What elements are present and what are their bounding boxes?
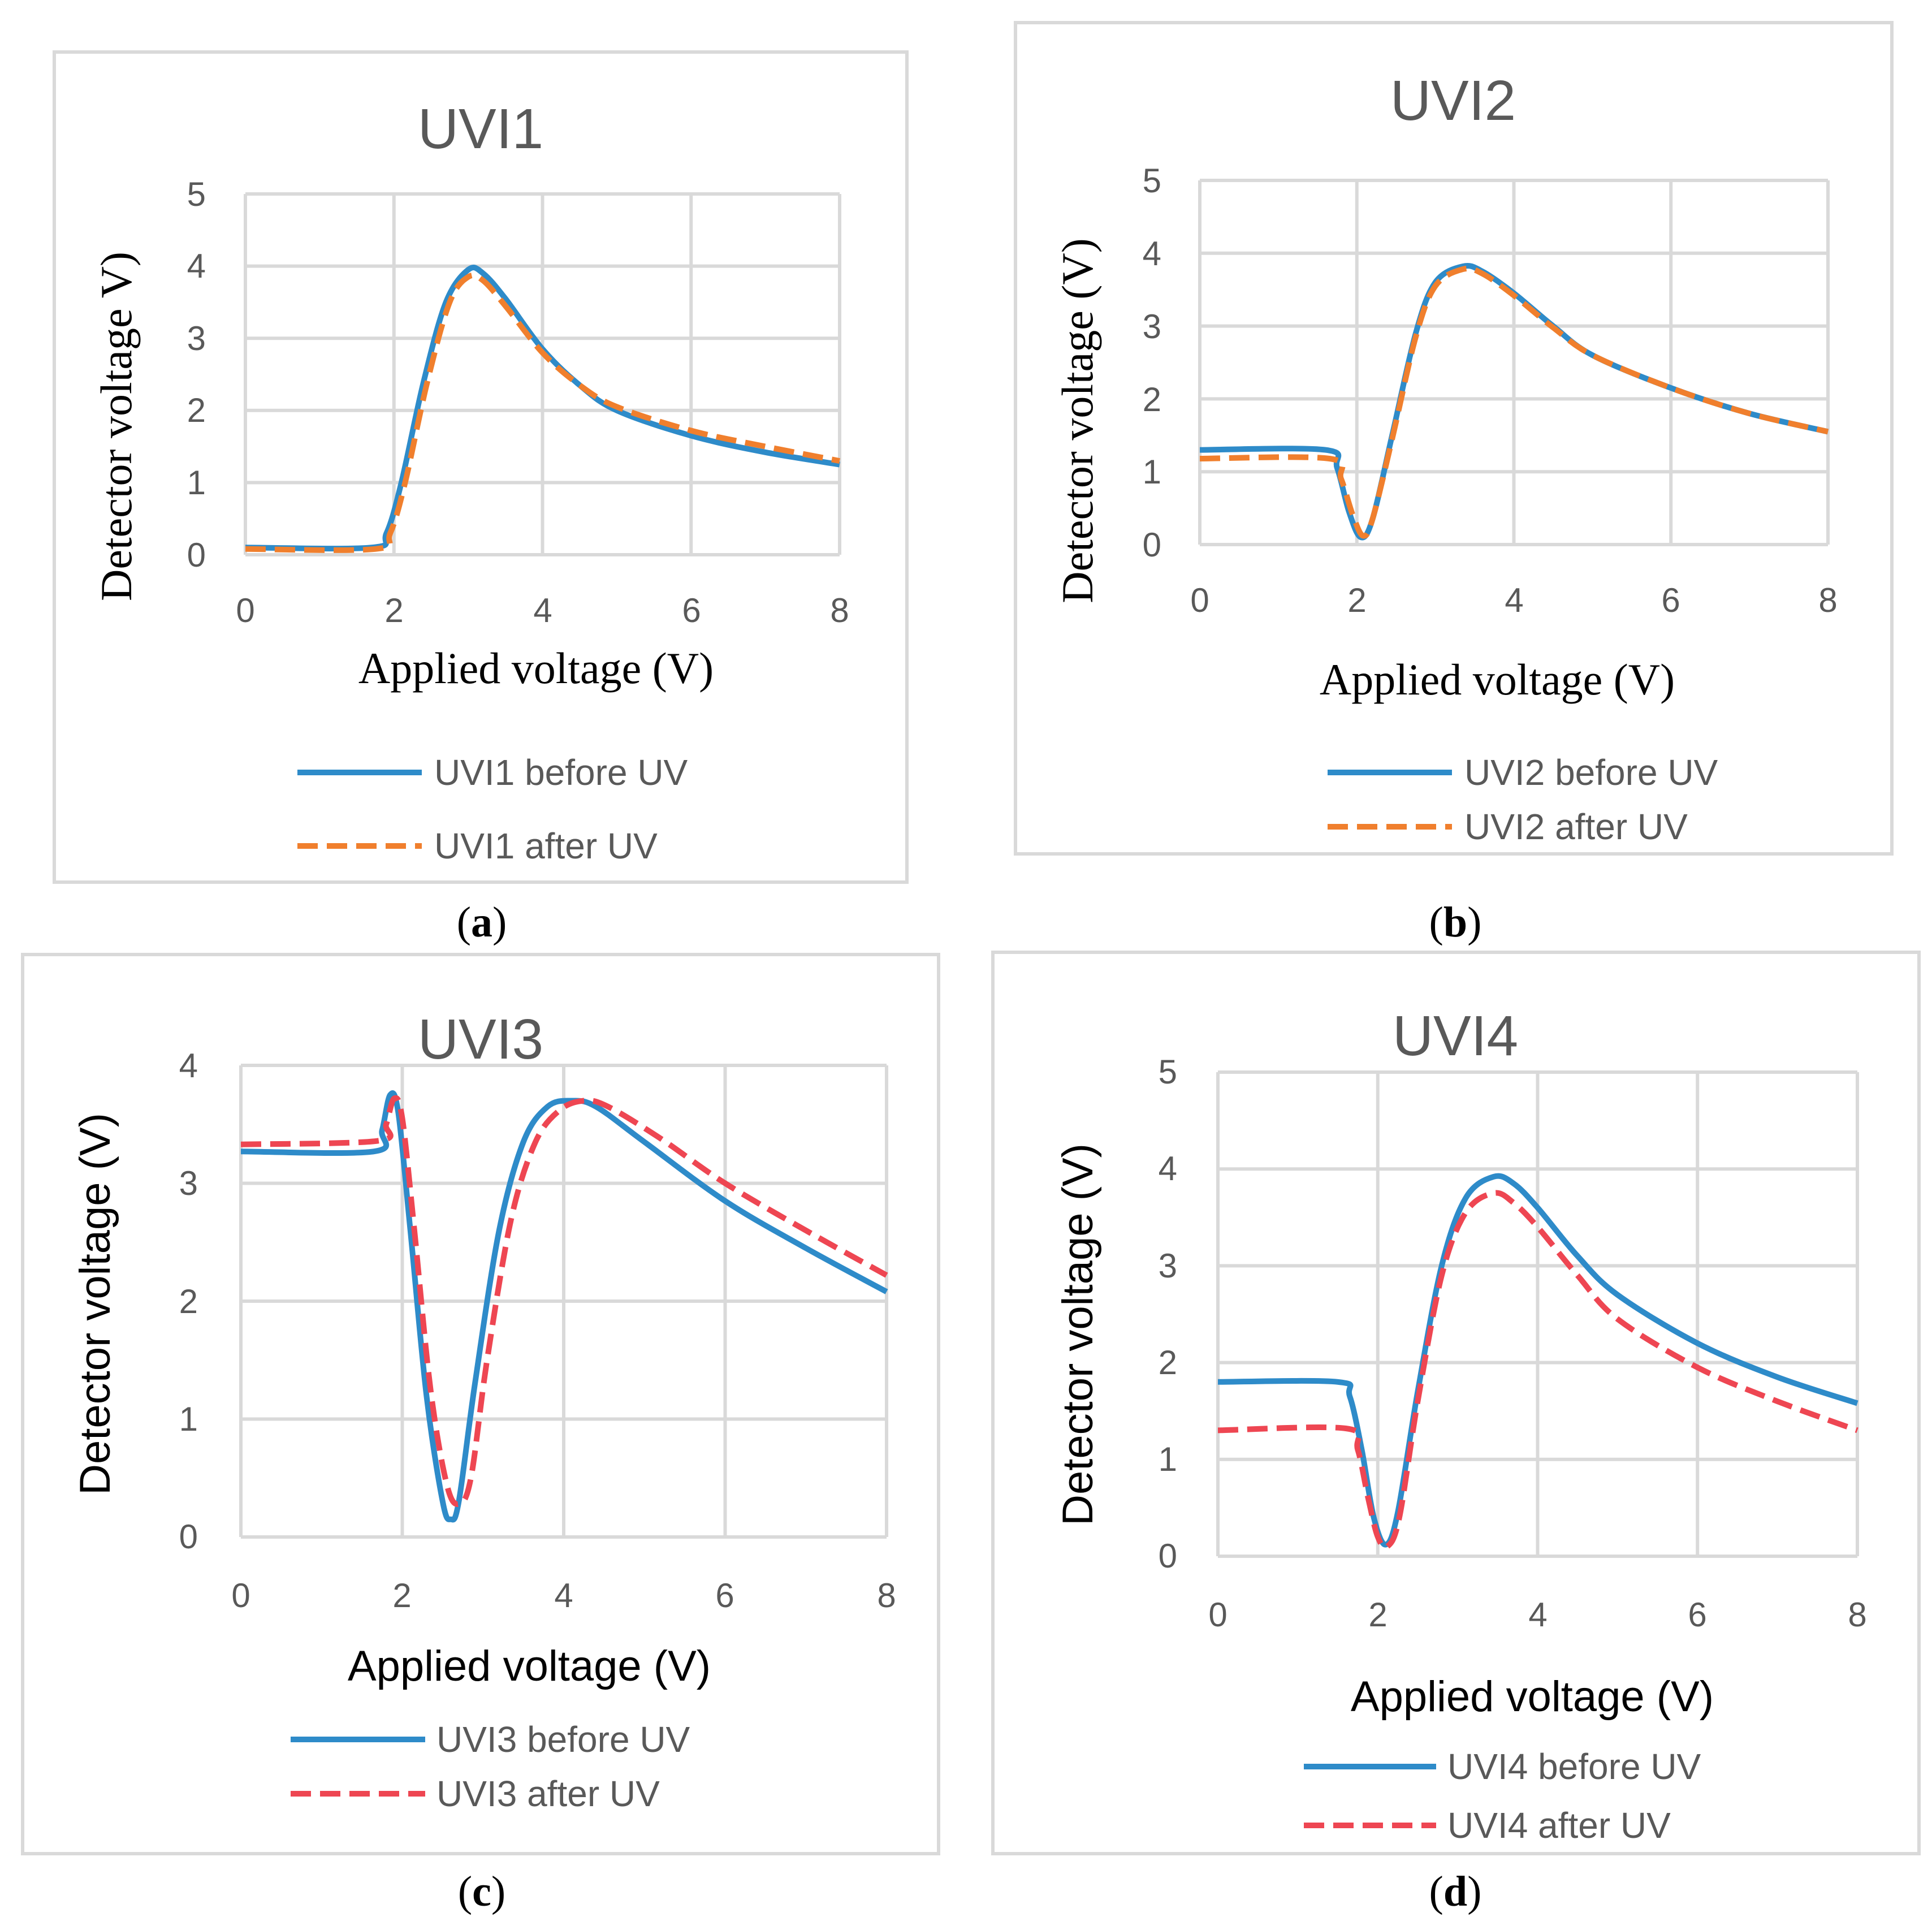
panel-c: UVI3 0 1 2 3 4 0 2 4 6 8 Detector voltag… (21, 953, 940, 1915)
chart-b-xtick: 2 (1347, 581, 1366, 619)
chart-a-ylabel: Detector voltage V) (92, 252, 141, 601)
chart-b-xtick: 8 (1818, 581, 1837, 619)
chart-b-ytick: 4 (1143, 235, 1161, 273)
caption-a-letter: a (471, 899, 492, 946)
panel-d-frame (991, 951, 1921, 1855)
chart-d-ytick: 3 (1159, 1247, 1177, 1285)
chart-b-ylabel: Detector voltage (V) (1053, 238, 1102, 603)
chart-b-ytick: 2 (1143, 381, 1161, 418)
legend-label-before: UVI4 before UV (1447, 1746, 1701, 1787)
chart-d-ytick: 2 (1159, 1344, 1177, 1381)
chart-d-xlabel: Applied voltage (V) (1351, 1673, 1714, 1721)
series-line-after (240, 1095, 888, 1507)
chart-c-grid (239, 1064, 888, 1539)
chart-b-ytick: 5 (1143, 162, 1161, 200)
legend-label-before: UVI2 before UV (1464, 752, 1718, 793)
chart-c-series (240, 1090, 888, 1523)
chart-b-series (1199, 262, 1829, 541)
caption-c: (c) (458, 1868, 505, 1915)
chart-c-xlabel: Applied voltage (V) (348, 1642, 711, 1690)
chart-c-title: UVI3 (418, 1008, 543, 1071)
chart-d-ytick: 1 (1159, 1440, 1177, 1478)
chart-c-legend: UVI3 before UV UVI3 after UV (291, 1719, 690, 1814)
chart-c-ytick: 0 (179, 1518, 198, 1556)
chart-d-ytick: 0 (1159, 1537, 1177, 1575)
panel-b: UVI2 0 1 2 3 4 5 0 2 4 6 8 Detector volt… (1014, 21, 1894, 946)
chart-c-ylabel: Detector voltage (V) (71, 1113, 119, 1495)
chart-a-xtick: 8 (830, 591, 849, 629)
chart-d-legend: UVI4 before UV UVI4 after UV (1304, 1746, 1701, 1846)
caption-d-letter: d (1443, 1868, 1467, 1915)
caption-b-letter: b (1443, 899, 1467, 946)
chart-a-xlabel: Applied voltage (V) (358, 644, 714, 693)
chart-a-ytick: 1 (187, 464, 206, 502)
chart-c-ytick: 1 (179, 1400, 198, 1438)
caption-c-letter: c (472, 1868, 491, 1915)
panel-a: UVI1 0 1 2 3 4 5 0 2 4 6 8 Detector volt… (53, 50, 909, 946)
chart-c-xtick: 0 (231, 1577, 250, 1614)
chart-b-ytick: 1 (1143, 453, 1161, 491)
chart-b-xtick: 4 (1505, 581, 1523, 619)
caption-d: (d) (1429, 1868, 1482, 1915)
legend-label-after: UVI3 after UV (436, 1773, 660, 1814)
series-line-after (1199, 265, 1829, 539)
chart-c-xtick: 2 (392, 1577, 411, 1614)
chart-d-ylabel: Detector voltage (V) (1054, 1143, 1102, 1526)
chart-a-legend: UVI1 before UV UVI1 after UV (297, 752, 688, 866)
chart-d-ytick: 4 (1159, 1150, 1177, 1188)
chart-d-xtick: 4 (1528, 1596, 1547, 1634)
legend-label-after: UVI4 after UV (1447, 1805, 1671, 1846)
series-line-after (1217, 1190, 1858, 1551)
legend-label-after: UVI1 after UV (434, 826, 658, 866)
series-line-before (240, 1090, 888, 1523)
chart-b-xtick: 6 (1661, 581, 1680, 619)
chart-d-title: UVI4 (1393, 1004, 1518, 1068)
chart-a-xtick: 0 (236, 591, 254, 629)
panel-d: UVI4 0 1 2 3 4 5 0 2 4 6 8 Detector volt… (991, 951, 1921, 1915)
chart-c-ytick: 4 (179, 1047, 198, 1085)
chart-b-xtick: 0 (1190, 581, 1209, 619)
chart-a-ytick: 0 (187, 536, 206, 574)
panel-b-frame (1014, 21, 1894, 856)
panel-a-frame (53, 50, 909, 884)
chart-d-xtick: 8 (1848, 1596, 1866, 1634)
chart-d-xtick: 0 (1208, 1596, 1227, 1634)
series-line-before (245, 265, 840, 552)
chart-c-ytick: 2 (179, 1283, 198, 1320)
chart-a-ytick: 5 (187, 175, 206, 213)
caption-b: (b) (1429, 899, 1482, 946)
legend-label-before: UVI1 before UV (434, 752, 688, 793)
chart-c-xtick: 4 (554, 1577, 573, 1614)
chart-d-series (1217, 1173, 1858, 1551)
chart-b-grid (1198, 179, 1830, 546)
chart-a-ytick: 3 (187, 319, 206, 357)
chart-b-title: UVI2 (1390, 69, 1516, 132)
chart-d-grid (1216, 1070, 1859, 1558)
chart-b-xlabel: Applied voltage (V) (1320, 655, 1675, 704)
chart-a-ytick: 2 (187, 391, 206, 429)
chart-a-xtick: 6 (682, 591, 701, 629)
chart-c-xtick: 8 (877, 1577, 896, 1614)
chart-d-xtick: 2 (1368, 1596, 1387, 1634)
chart-c-ytick: 3 (179, 1164, 198, 1202)
caption-a: (a) (457, 899, 507, 946)
chart-d-ytick: 5 (1159, 1053, 1177, 1091)
chart-a-grid (244, 192, 841, 556)
chart-a-title: UVI1 (418, 97, 543, 161)
chart-b-ytick: 3 (1143, 308, 1161, 346)
legend-label-before: UVI3 before UV (436, 1719, 690, 1760)
chart-a-ytick: 4 (187, 247, 206, 285)
chart-a-series (245, 265, 840, 553)
chart-b-legend: UVI2 before UV UVI2 after UV (1328, 752, 1718, 847)
chart-c-xtick: 6 (715, 1577, 734, 1614)
series-line-after (245, 272, 840, 553)
chart-a-xtick: 2 (384, 591, 403, 629)
chart-d-xtick: 6 (1688, 1596, 1706, 1634)
chart-a-xtick: 4 (533, 591, 552, 629)
legend-label-after: UVI2 after UV (1464, 806, 1688, 847)
chart-b-ytick: 0 (1143, 526, 1161, 564)
